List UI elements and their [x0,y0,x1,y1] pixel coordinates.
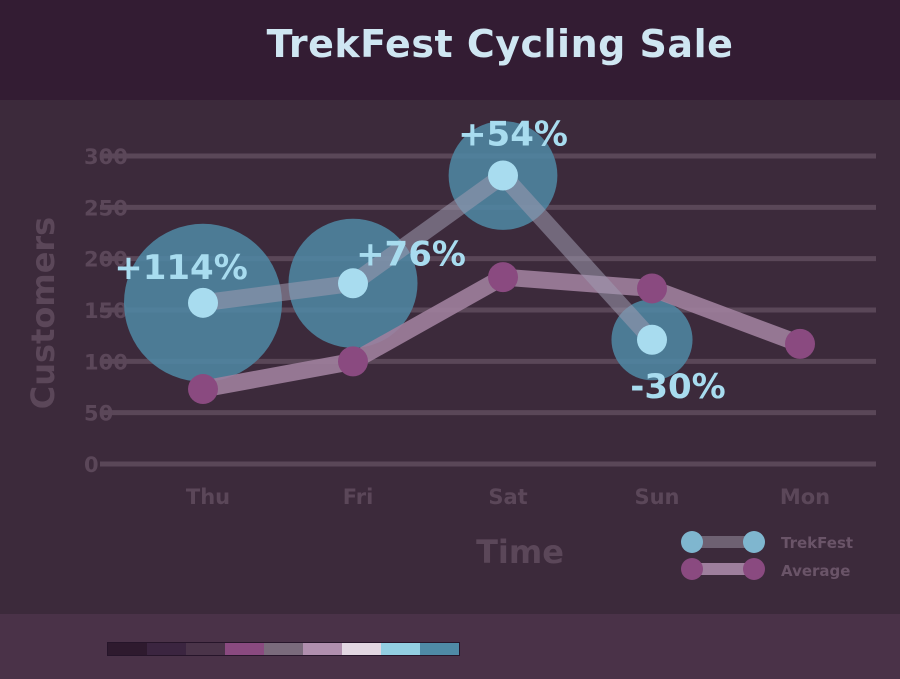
point-average-mon [785,328,815,359]
palette-swatch [420,643,459,655]
palette-swatch [108,643,147,655]
y-tick-50: 50 [84,402,113,426]
point-trekfest-fri [338,268,368,299]
point-trekfest-sat [488,160,518,191]
point-trekfest-sun [637,324,667,355]
y-tick-150: 150 [84,299,128,323]
x-tick-thu: Thu [186,485,230,509]
legend-trekfest-marker-right [743,531,765,553]
palette-swatch [381,643,420,655]
palette-swatch [147,643,186,655]
y-axis-title: Customers [24,217,62,409]
point-trekfest-thu [188,287,218,318]
legend-average-label: Average [781,562,850,580]
y-tick-0: 0 [84,453,99,477]
x-tick-fri: Fri [343,485,374,509]
palette-swatch [225,643,264,655]
palette-swatch [342,643,381,655]
x-tick-sat: Sat [488,485,527,509]
chart-title: TrekFest Cycling Sale [266,22,734,66]
change-label-sun: -30% [630,367,726,407]
palette-swatch [303,643,342,655]
change-label-thu: +114% [114,248,248,288]
color-palette-strip [107,642,460,656]
y-tick-300: 300 [84,145,128,169]
x-tick-sun: Sun [634,485,679,509]
y-tick-100: 100 [84,350,128,374]
x-axis-ticks: Thu Fri Sat Sun Mon [186,485,830,509]
y-tick-200: 200 [84,248,128,272]
x-axis-title: Time [476,533,564,571]
point-average-sat [488,262,518,293]
palette-swatch [186,643,225,655]
legend-trekfest-marker-left [681,531,703,553]
legend-average-marker-right [743,558,765,580]
legend-trekfest-label: TrekFest [781,534,853,552]
legend-average-marker-left [681,558,703,580]
y-axis-ticks: 0 50 100 150 200 250 300 [84,145,128,477]
point-average-fri [338,346,368,377]
change-labels: +114% +76% +54% -30% [114,115,726,407]
point-average-sun [637,273,667,304]
y-tick-250: 250 [84,196,128,220]
change-label-sat: +54% [458,115,568,155]
series-points [188,160,815,405]
legend: TrekFest Average [681,531,853,580]
header-bar [0,0,900,100]
x-tick-mon: Mon [780,485,830,509]
palette-swatch [264,643,303,655]
point-average-thu [188,374,218,405]
change-label-fri: +76% [356,234,466,274]
series-line-trekfest [194,167,661,349]
